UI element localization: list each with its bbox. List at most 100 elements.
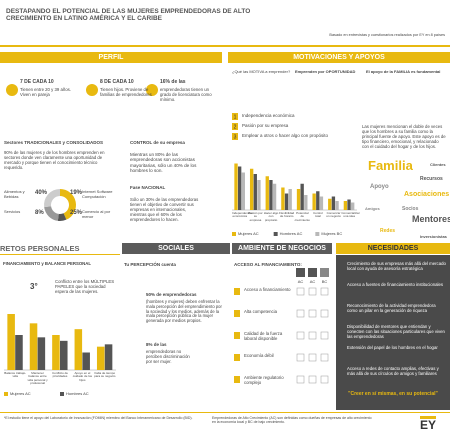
sector-value: 19%	[70, 190, 83, 196]
rule	[0, 412, 450, 413]
sector-label: Comercio al por menor	[82, 209, 111, 219]
x-tick-label: Mantener balance entre vida personal y p…	[27, 371, 48, 386]
bar	[347, 199, 351, 210]
section-bar: NECESIDADES	[336, 243, 450, 254]
need: Acceso a fuentes de financiamiento insti…	[347, 282, 444, 287]
bar	[241, 172, 245, 210]
item: Ambiente regulatorio complejo	[244, 375, 284, 385]
icon	[86, 84, 98, 96]
cloud-word: Socios	[402, 206, 419, 212]
bar	[237, 166, 242, 210]
bar	[288, 189, 292, 210]
cloud-word: Familia	[368, 158, 414, 173]
x-tick-label: Control total	[313, 211, 323, 219]
question: ¿Qué las MOTIVA a emprender?	[232, 69, 291, 74]
question: Emprenden por OPORTUNIDAD	[295, 69, 356, 74]
x-tick-label: Apoyo en el cuidado de los hijos	[72, 371, 93, 382]
check-box	[308, 353, 317, 362]
column-icon	[296, 268, 305, 277]
stat-text: Tienen entre 20 y 39 años. Viven en pare…	[20, 87, 71, 97]
number: 3	[234, 135, 237, 141]
heading: FINANCIAMIENTO y BALANCE PERSONAL	[3, 261, 92, 266]
bar	[300, 183, 304, 210]
bar	[52, 335, 60, 370]
check-box	[308, 375, 317, 384]
bar	[60, 340, 68, 370]
check-box	[296, 375, 305, 384]
title: DESTAPANDO EL POTENCIAL DE LAS MUJERES E…	[6, 8, 251, 23]
section-bar: PERFIL	[0, 52, 222, 63]
number-badge	[234, 376, 240, 383]
sector-value: 40%	[35, 190, 48, 196]
bar	[265, 176, 269, 210]
text: Las mujeres mencionan el doble de veces …	[362, 124, 446, 149]
need: Crecimiento de sus empresas más allá del…	[347, 261, 446, 271]
check-box	[308, 309, 317, 318]
column-label: BC	[322, 279, 328, 284]
check-box	[320, 353, 329, 362]
number-badge	[232, 133, 238, 140]
bar	[15, 335, 23, 370]
number-badge	[234, 310, 240, 317]
stat-head: 8 DE CADA 10	[100, 79, 134, 85]
cloud-word: Inversionistas	[420, 234, 448, 239]
need: Acceso a redes de contacto amplias, efec…	[347, 366, 439, 376]
bar	[234, 163, 238, 210]
bar	[328, 198, 332, 210]
bar	[312, 193, 316, 210]
sector-label: Internet Software Computación	[82, 189, 113, 199]
legend-swatch	[60, 392, 64, 396]
legend-swatch	[232, 232, 236, 236]
bar	[253, 174, 257, 210]
check-box	[296, 353, 305, 362]
list-item: Pasión por su empresa	[242, 123, 289, 128]
text: Mientras un 80% de las emprendedoras son…	[130, 152, 197, 173]
donut-segment	[60, 189, 77, 220]
item: Economía débil	[244, 353, 274, 358]
text: Sólo un 30% de las emprendedoras tienen …	[130, 197, 199, 222]
sector-label: Servicios	[4, 209, 21, 214]
number-badge	[234, 354, 240, 361]
section-bar: RETOS PERSONALES	[0, 243, 120, 255]
bar	[37, 337, 46, 370]
donut-segment	[57, 213, 67, 221]
legend-label: Mujeres BC	[321, 230, 343, 236]
bar	[7, 314, 15, 370]
rank: 3°	[30, 282, 38, 291]
legend-label: Hombres AC	[279, 230, 303, 236]
cloud-word: Recursos	[420, 176, 443, 182]
bar	[29, 323, 38, 370]
x-tick-label: Falta de tiempo para su negocio	[94, 371, 116, 379]
text: 90% de las mujeres y de los hombres empr…	[4, 150, 105, 170]
question: El apoyo de la FAMILIA es fundamental	[366, 69, 441, 74]
check-box	[296, 309, 305, 318]
number: 2	[234, 125, 237, 131]
heading: CONTROL de su empresa	[130, 140, 185, 145]
x-tick-label: Potencial de crecimiento	[294, 211, 310, 222]
section-bar: AMBIENTE DE NEGOCIOS	[232, 243, 332, 254]
need: Reconocimiento de la actividad emprended…	[347, 303, 436, 313]
rule	[0, 45, 450, 47]
cloud-word: Apoyo	[370, 184, 389, 190]
x-tick-label: Balance trabajo-vida	[4, 371, 27, 379]
bar	[74, 329, 83, 370]
check-box	[320, 309, 329, 318]
check-box	[320, 331, 329, 340]
bar	[96, 346, 105, 370]
bar	[304, 195, 308, 210]
bar	[319, 196, 324, 210]
bar	[257, 180, 261, 210]
heading: ACCESO AL FINANCIAMIENTO:	[234, 262, 302, 267]
check-box	[320, 287, 329, 296]
number-badge	[232, 123, 238, 130]
heading: Sectores TRADICIONALES y CONSOLIDADOS	[4, 140, 104, 145]
item: Alta competencia	[244, 309, 277, 314]
bar	[296, 189, 301, 210]
check-box	[308, 287, 317, 296]
bar	[351, 202, 355, 210]
item: Acceso a financiamiento	[244, 287, 291, 292]
cloud-word: Asociaciones	[404, 191, 449, 198]
section-bar: SOCIALES	[122, 243, 230, 254]
